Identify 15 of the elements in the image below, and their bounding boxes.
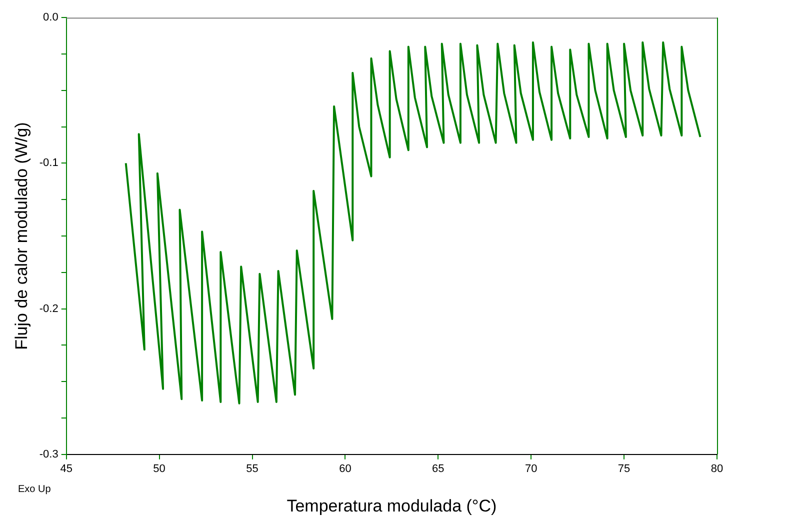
y-tick-label: -0.1 (39, 157, 58, 170)
x-tick-label: 75 (618, 463, 630, 476)
x-tick-label: 80 (710, 463, 724, 476)
y-tick-label: -0.3 (39, 448, 58, 460)
x-tick-label: 55 (246, 463, 258, 476)
y-axis-title: Flujo de calor modulado (W/g) (12, 122, 31, 350)
x-tick-label: 50 (153, 463, 166, 476)
x-tick-label: 45 (60, 463, 72, 476)
y-tick-label: 0.0 (43, 12, 58, 24)
x-axis-title: Temperatura modulada (°C) (286, 496, 497, 516)
x-tick-label: 60 (339, 463, 352, 476)
y-tick-label: -0.2 (39, 302, 58, 315)
text: Exo Up (18, 484, 52, 496)
x-tick-label: 65 (432, 463, 444, 476)
x-tick-label: 70 (524, 463, 538, 476)
